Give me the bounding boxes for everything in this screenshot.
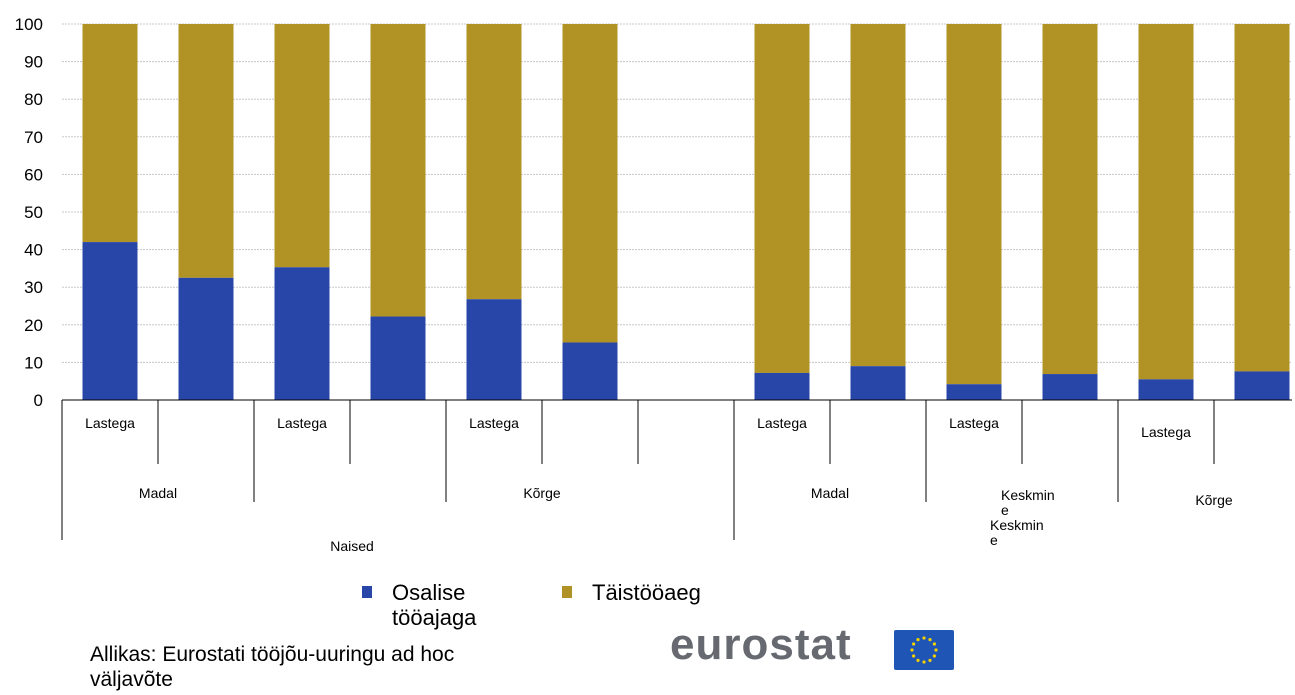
y-tick-label: 100 [15,15,43,34]
bar-label: Lastega [949,415,999,431]
bar-segment-full-time [370,24,426,317]
bar-segment-part-time [850,366,906,400]
source-note: Allikas: Eurostati tööjõu-uuringu ad hoc… [90,643,455,691]
y-tick-label: 30 [24,278,43,297]
y-tick-label: 20 [24,316,43,335]
bar-segment-part-time [946,384,1002,400]
education-label: Madal [811,485,849,501]
bar-segment-full-time [754,24,810,373]
y-tick-label: 10 [24,353,43,372]
education-label: Keskmin [1001,487,1055,503]
y-tick-label: 80 [24,90,43,109]
bar-segment-part-time [1234,371,1290,400]
legend-label-full-time: Täistööaeg [592,580,701,605]
education-label: e [1001,502,1009,518]
bar-label: Lastega [469,415,519,431]
bar-segment-part-time [1138,379,1194,400]
education-label: Madal [139,485,177,501]
bar-label: Lastega [757,415,807,431]
education-label: Kõrge [1195,492,1233,508]
bar-segment-part-time [274,267,330,400]
legend-swatch-part-time [362,586,372,598]
bar-segment-part-time [466,299,522,400]
bars [82,24,1290,400]
bar-segment-full-time [946,24,1002,385]
education-label: Kõrge [523,485,561,501]
group-label: Naised [330,538,374,554]
eu-flag-icon [894,630,954,670]
y-tick-label: 40 [24,241,43,260]
bar-segment-part-time [754,372,810,400]
bar-label: Lastega [1141,424,1191,440]
bar-segment-full-time [274,24,330,268]
bar-segment-full-time [1234,24,1290,372]
y-tick-label: 0 [34,391,43,410]
bar-segment-part-time [562,342,618,400]
y-tick-label: 60 [24,165,43,184]
education-label: e [990,532,998,548]
bar-segment-part-time [370,316,426,400]
bar-segment-full-time [850,24,906,367]
y-tick-label: 70 [24,128,43,147]
eurostat-logo-text: eurostat [670,620,852,669]
legend-label-part-time: Osalise tööajaga [392,580,477,630]
y-axis: 0 10 20 30 40 50 60 70 80 90 100 [15,15,43,410]
bar-segment-full-time [562,24,618,343]
bar-segment-full-time [1042,24,1098,375]
bar-segment-full-time [1138,24,1194,380]
bar-label: Lastega [85,415,135,431]
legend-swatch-full-time [562,586,572,598]
bar-segment-part-time [1042,374,1098,400]
y-tick-label: 90 [24,53,43,72]
bar-segment-full-time [82,24,138,243]
y-tick-label: 50 [24,203,43,222]
bar-segment-part-time [82,242,138,400]
bar-label: Lastega [277,415,327,431]
bar-segment-part-time [178,277,234,400]
bar-segment-full-time [466,24,522,300]
education-label: Keskmin [990,517,1044,533]
bar-segment-full-time [178,24,234,278]
category-labels: Lastega Lastega Lastega Lastega Lastega Laste… [61,400,1233,554]
gridlines [62,23,1292,363]
